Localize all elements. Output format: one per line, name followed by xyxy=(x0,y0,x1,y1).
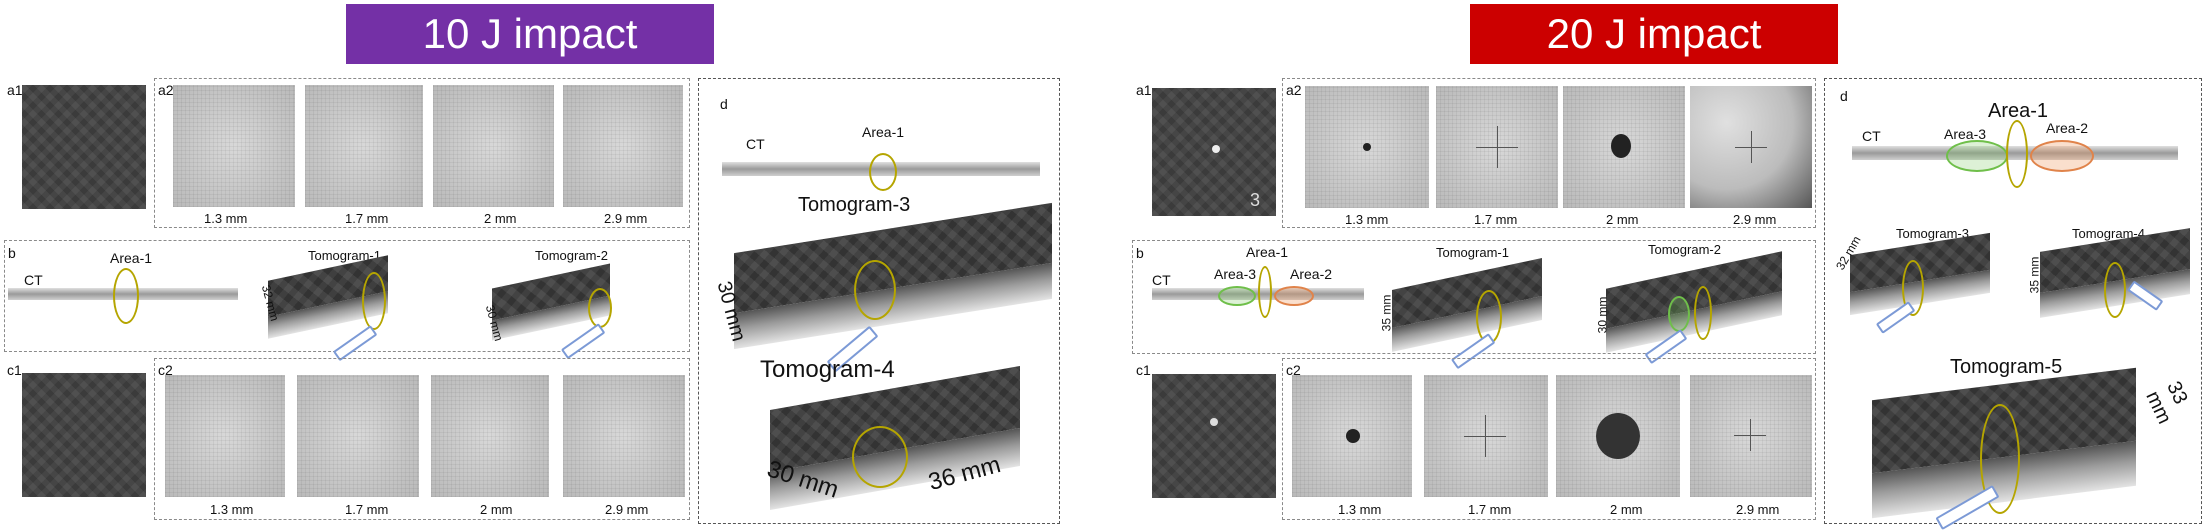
image-a2-3 xyxy=(433,85,554,207)
r-image-c2-3 xyxy=(1556,375,1680,497)
image-a2-4 xyxy=(563,85,683,207)
r-panel-label-c2: c2 xyxy=(1286,362,1301,378)
d-area1-label: Area-1 xyxy=(862,124,905,140)
r-b-tomogram2-ellipse xyxy=(1694,286,1712,340)
r-b-tomogram1-label: Tomogram-1 xyxy=(1436,245,1509,260)
r-image-c2-2 xyxy=(1424,375,1548,497)
panel-a2 xyxy=(154,78,690,228)
banner-20j: 20 J impact xyxy=(1470,4,1838,64)
panel-label-b: b xyxy=(8,245,16,261)
panel-label-c2: c2 xyxy=(158,362,173,378)
r-image-c2-4 xyxy=(1690,375,1812,497)
r-d-area3-label: Area-3 xyxy=(1944,126,1987,142)
r-d-area2-label: Area-2 xyxy=(2046,120,2089,136)
r-d-dim4-label: 35 mm xyxy=(2027,256,2042,294)
caption-a2-4: 2.9 mm xyxy=(604,211,648,226)
r-panel-d xyxy=(1824,78,2202,524)
b-area1-label: Area-1 xyxy=(110,250,153,266)
r-image-a2-4 xyxy=(1690,86,1812,208)
r-b-area2-label: Area-2 xyxy=(1290,266,1333,282)
b-tomogram1-ellipse xyxy=(362,272,386,330)
b-tomogram2-label: Tomogram-2 xyxy=(535,248,608,263)
banner-10j: 10 J impact xyxy=(346,4,714,64)
banner-10j-title: 10 J impact xyxy=(422,10,638,57)
image-c2-1 xyxy=(165,375,285,497)
r-d-tomogram4-ellipse xyxy=(2104,262,2126,318)
r-d-tomogram3-label: Tomogram-3 xyxy=(1896,226,1969,241)
r-panel-a2 xyxy=(1282,78,1816,228)
r-d-area1-label: Area-1 xyxy=(1988,100,2049,122)
r-b-area3-label: Area-3 xyxy=(1214,266,1257,282)
caption-a2-2: 1.7 mm xyxy=(345,211,389,226)
d-ct-label: CT xyxy=(746,136,765,152)
image-a2-1 xyxy=(173,85,295,207)
r-caption-c2-3: 2 mm xyxy=(1610,502,1643,517)
r-caption-a2-2: 1.7 mm xyxy=(1474,212,1518,227)
caption-a2-3: 2 mm xyxy=(484,211,517,226)
panel-label-c1: c1 xyxy=(7,362,22,378)
r-d-area1-ellipse xyxy=(2006,120,2028,188)
r-caption-a2-1: 1.3 mm xyxy=(1345,212,1389,227)
r-d-tomogram5-label: Tomogram-5 xyxy=(1950,356,2063,378)
caption-c2-4: 2.9 mm xyxy=(605,502,649,517)
b-tomogram1-label: Tomogram-1 xyxy=(308,248,381,263)
panel-c2 xyxy=(154,358,690,520)
r-b-tomogram2-ellipse-green xyxy=(1668,296,1690,332)
r-b-tomogram2-label: Tomogram-2 xyxy=(1648,242,1721,257)
r-caption-c2-2: 1.7 mm xyxy=(1468,502,1512,517)
r-caption-c2-1: 1.3 mm xyxy=(1338,502,1382,517)
r-b-area2-ellipse xyxy=(1274,286,1314,306)
panel-label-a2: a2 xyxy=(158,82,174,98)
r-caption-c2-4: 2.9 mm xyxy=(1736,502,1780,517)
panel-d xyxy=(698,78,1060,524)
r-b-dim1-label: 35 mm xyxy=(1379,294,1394,332)
r-b-dim2-label: 30 mm xyxy=(1595,296,1610,334)
b-tomogram2-ellipse xyxy=(588,288,612,328)
panel-label-a1: a1 xyxy=(7,82,23,98)
r-panel-c2 xyxy=(1282,358,1816,520)
image-c2-4 xyxy=(563,375,685,497)
r-d-tomogram3-ellipse xyxy=(1902,260,1924,316)
caption-c2-2: 1.7 mm xyxy=(345,502,389,517)
image-c2-3 xyxy=(431,375,549,497)
r-image-c1 xyxy=(1152,374,1276,498)
image-c2-2 xyxy=(297,375,419,497)
d-area1-ellipse xyxy=(869,153,897,191)
d-tomogram3-ellipse xyxy=(854,260,896,320)
r-panel-label-d: d xyxy=(1840,88,1848,104)
r-a1-mark: 3 xyxy=(1250,190,1261,210)
panel-label-d: d xyxy=(720,96,728,112)
image-a1 xyxy=(22,85,146,209)
r-b-area1-ellipse xyxy=(1258,266,1272,318)
d-tomogram4-ellipse xyxy=(852,426,908,488)
r-d-ct-label: CT xyxy=(1862,128,1881,144)
r-b-area1-label: Area-1 xyxy=(1246,244,1289,260)
r-panel-label-b: b xyxy=(1136,245,1144,261)
b-ct-label: CT xyxy=(24,272,43,288)
r-b-area3-ellipse xyxy=(1218,286,1256,306)
r-d-tomogram5-ellipse xyxy=(1980,404,2020,514)
caption-c2-1: 1.3 mm xyxy=(210,502,254,517)
d-tomogram4-label: Tomogram-4 xyxy=(760,356,895,383)
caption-a2-1: 1.3 mm xyxy=(204,211,248,226)
r-image-a2-2 xyxy=(1436,86,1558,208)
r-d-area2-ellipse xyxy=(2030,140,2094,172)
image-a2-2 xyxy=(305,85,423,207)
caption-c2-3: 2 mm xyxy=(480,502,513,517)
r-a1-impact xyxy=(1212,145,1220,153)
r-image-a2-1 xyxy=(1305,86,1429,208)
r-b-ct-label: CT xyxy=(1152,272,1171,288)
r-caption-a2-4: 2.9 mm xyxy=(1733,212,1777,227)
r-image-a2-3 xyxy=(1563,86,1685,208)
r-d-area3-ellipse xyxy=(1946,140,2008,172)
r-panel-label-a1: a1 xyxy=(1136,82,1152,98)
r-panel-label-a2: a2 xyxy=(1286,82,1302,98)
r-image-c2-1 xyxy=(1292,375,1412,497)
d-tomogram3-label: Tomogram-3 xyxy=(798,194,911,216)
r-panel-label-c1: c1 xyxy=(1136,362,1151,378)
r-caption-a2-3: 2 mm xyxy=(1606,212,1639,227)
banner-20j-title: 20 J impact xyxy=(1546,10,1762,57)
b-area1-ellipse xyxy=(113,268,139,324)
image-c1 xyxy=(22,373,146,497)
